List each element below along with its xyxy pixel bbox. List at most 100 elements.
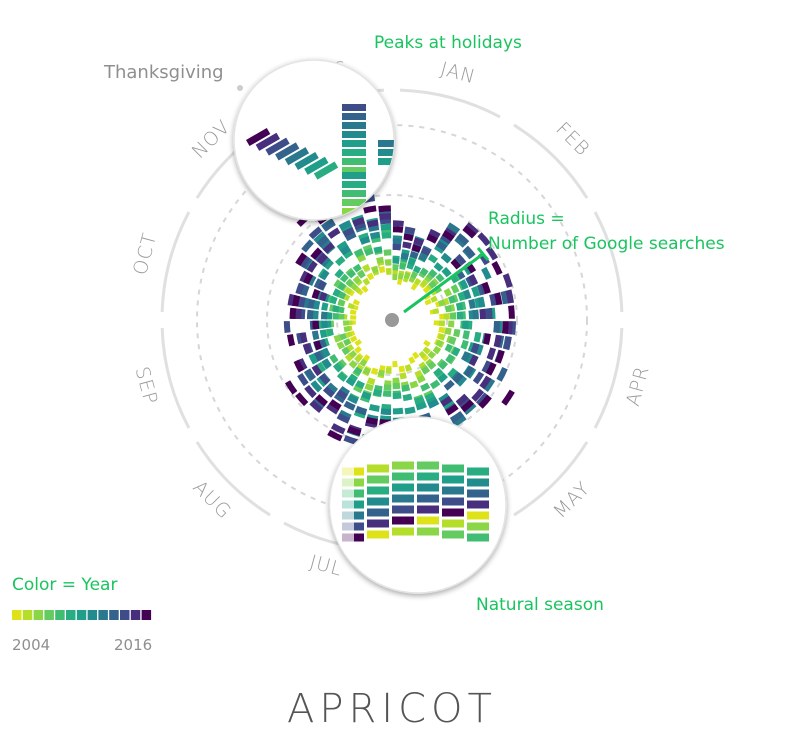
- cell-dec-w4-y2006: [384, 259, 392, 266]
- cell-jan-w4-y2012: [418, 253, 428, 262]
- cell-may-w4-y2015: [440, 395, 453, 407]
- cell-aug-w2-y2013: [312, 396, 326, 410]
- lens-bottom-bar: [367, 497, 389, 506]
- lens-bottom-bar: [467, 489, 489, 498]
- lens-bottom-bar: [417, 472, 439, 481]
- cell-may-w1-y2013: [463, 365, 475, 378]
- cell-feb-w1-y2005: [413, 277, 422, 286]
- cell-may-w3-y2010: [437, 372, 448, 383]
- month-arc: [195, 441, 271, 517]
- cell-apr-w2-y2016: [483, 333, 492, 345]
- cell-oct-w1-y2011: [312, 310, 319, 320]
- cell-may-w2-y2014: [475, 392, 490, 407]
- cell-jul-w2-y2016: [365, 416, 378, 425]
- cell-mar-w1-y2006: [443, 287, 453, 297]
- cell-dec-w2-y2008: [364, 247, 374, 257]
- lens-top-bar: [342, 122, 366, 129]
- lens-top-bar: [294, 151, 319, 171]
- cell-jan-w4-y2014: [420, 247, 431, 257]
- cell-jun-w4-y2010: [392, 407, 404, 415]
- month-arc: [593, 327, 624, 429]
- cell-apr-w3-y2007: [448, 336, 457, 345]
- cell-may-w3-y2009: [433, 367, 443, 378]
- cell-may-w3-y2007: [427, 361, 437, 370]
- month-label-jul: JUL: [307, 551, 345, 581]
- cell-jan-w4-y2009: [412, 265, 422, 274]
- cell-aug-w1-y2009: [348, 373, 358, 383]
- cell-oct-w3-y2009: [329, 295, 338, 305]
- cell-apr-w3-y2016: [495, 349, 505, 364]
- cell-apr-w1-y2005: [438, 320, 446, 327]
- cell-aug-w2-y2015: [309, 400, 323, 413]
- lens-bottom-bar: [367, 519, 389, 528]
- cell-jun-w1-y2004: [408, 356, 416, 364]
- cell-apr-w3-y2015: [486, 347, 497, 361]
- lens-bottom-bar: [417, 505, 439, 514]
- lens-bottom-bar: [442, 519, 464, 528]
- cell-jun-w4-y2007: [392, 382, 401, 390]
- center-dot: [385, 313, 399, 327]
- cell-may-w1-y2015: [479, 375, 492, 390]
- lens-bottom-bar: [442, 486, 464, 495]
- cell-dec-w1-y2011: [338, 219, 352, 231]
- cell-jul-w4-y2011: [347, 394, 359, 405]
- cell-nov-w2-y2012: [319, 255, 331, 267]
- cell-apr-w2-y2015: [493, 334, 502, 348]
- cell-nov-w2-y2010: [323, 258, 334, 270]
- legend-start-year: 2004: [12, 636, 50, 654]
- cell-feb-w2-y2008: [428, 268, 438, 278]
- cell-may-w4-y2012: [452, 414, 467, 427]
- annotation-thanksgiving: Thanksgiving: [103, 62, 224, 83]
- cell-nov-w3-y2004: [361, 285, 369, 293]
- cell-oct-w3-y2007: [337, 298, 345, 307]
- cell-nov-w1-y2011: [319, 269, 330, 281]
- cell-aug-w1-y2008: [353, 366, 363, 376]
- cell-nov-w1-y2008: [337, 281, 347, 291]
- cell-aug-w1-y2014: [336, 389, 348, 400]
- cell-mar-w3-y2009: [455, 302, 464, 311]
- lens-top-bar: [342, 149, 366, 156]
- lens-bottom-bar: [417, 483, 439, 492]
- cell-jun-w1-y2011: [427, 398, 440, 409]
- cell-jan-w3-y2010: [407, 257, 417, 266]
- lens-bottom-bar: [392, 527, 414, 536]
- cell-jun-w3-y2009: [402, 393, 413, 402]
- legend-swatch-2005: [22, 610, 33, 620]
- lens-top-bar: [342, 113, 366, 120]
- cell-dec-w1-y2013: [344, 231, 357, 242]
- cell-nov-w3-y2008: [347, 269, 357, 279]
- month-label-sep: SEP: [131, 364, 162, 407]
- cell-jun-w3-y2008: [401, 384, 411, 392]
- month-arc: [513, 441, 589, 517]
- cell-feb-w1-y2012: [446, 222, 461, 235]
- lens-top-bar: [342, 140, 366, 147]
- cell-jun-w1-y2006: [416, 374, 426, 384]
- cell-feb-w2-y2006: [424, 274, 433, 283]
- cell-dec-w3-y2004: [378, 266, 386, 274]
- lens-bottom-bar: [417, 516, 439, 525]
- cell-sep-w1-y2013: [313, 350, 324, 362]
- cell-dec-w3-y2006: [376, 256, 384, 264]
- lens-bottom-bar: [467, 478, 489, 487]
- cell-aug-w4-y2009: [315, 362, 326, 374]
- lens-top-bar: [342, 172, 366, 179]
- cell-may-w1-y2006: [432, 345, 442, 355]
- cell-jul-w4-y2007: [352, 384, 364, 394]
- cell-may-w1-y2008: [445, 353, 455, 364]
- cell-sep-w1-y2011: [321, 347, 331, 358]
- cell-may-w3-y2016: [460, 399, 475, 413]
- legend-swatch-2006: [33, 610, 44, 620]
- month-label-may: MAY: [549, 477, 595, 523]
- cell-nov-w3-y2012: [319, 238, 332, 251]
- cell-oct-w2-y2008: [337, 306, 345, 314]
- cell-apr-w2-y2006: [444, 327, 452, 335]
- cell-mar-w2-y2008: [447, 295, 456, 304]
- cell-sep-w1-y2004: [349, 335, 358, 343]
- cell-aug-w4-y2013: [305, 368, 317, 381]
- cell-dec-w1-y2004: [366, 272, 375, 281]
- cell-may-w4-y2008: [429, 379, 441, 390]
- cell-may-w1-y2016: [501, 389, 515, 406]
- cell-oct-w2-y2010: [321, 302, 329, 311]
- lens-top-bar: [342, 131, 366, 138]
